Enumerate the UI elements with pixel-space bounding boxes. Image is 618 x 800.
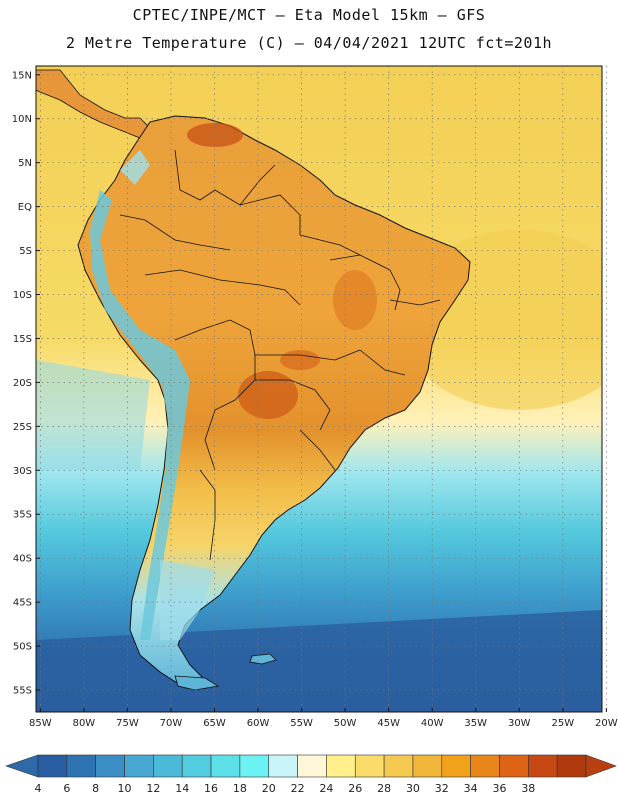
longitude-axis: 85W 80W 75W 70W 65W 60W 55W 50W 45W 40W 35W 30W 25W 2… (29, 708, 618, 729)
colorbar-swatch (556, 754, 587, 778)
lat-tick-label: 15N (12, 70, 32, 81)
colorbar-label: 12 (146, 782, 160, 795)
lon-tick-label: 75W (116, 718, 139, 729)
lat-tick-label: 15S (13, 334, 32, 345)
patagonia-cool (160, 560, 215, 640)
lat-tick-label: 5S (19, 246, 32, 257)
colorbar-label: 10 (118, 782, 132, 795)
colorbar-swatch (153, 754, 183, 778)
colorbar-label: 26 (348, 782, 362, 795)
lon-tick-label: 25W (552, 718, 575, 729)
colorbar-label: 18 (233, 782, 247, 795)
colorbar-label: 36 (492, 782, 506, 795)
lon-tick-label: 65W (203, 718, 226, 729)
lat-tick-label: 10S (13, 290, 32, 301)
colorbar-label: 38 (521, 782, 535, 795)
colorbar-label: 14 (175, 782, 189, 795)
hot-spot-cerrado (333, 270, 377, 330)
colorbar-swatch (441, 754, 471, 778)
hot-spot-venezuela (187, 123, 243, 147)
lat-tick-label: 20S (13, 378, 32, 389)
lat-tick-label: 45S (13, 598, 32, 609)
color-legend: 4 6 8 10 12 14 16 18 20 22 24 26 28 30 32 34 36 38 (5, 754, 617, 795)
colorbar-swatch (470, 754, 500, 778)
colorbar-swatch (181, 754, 212, 778)
colorbar-swatch (239, 754, 270, 778)
lat-tick-label: 50S (13, 642, 32, 653)
lat-tick-label: 30S (13, 466, 32, 477)
colorbar-swatch (297, 754, 327, 778)
tierra-del-fuego (174, 675, 220, 691)
plot-frame (35, 65, 603, 713)
colorbar-label: 34 (464, 782, 478, 795)
colorbar-label: 20 (262, 782, 276, 795)
colorbar-swatch (326, 754, 356, 778)
colorbar-swatch (412, 754, 443, 778)
lat-tick-label: 55S (13, 686, 32, 697)
colorbar-label: 22 (291, 782, 305, 795)
latitude-axis: 15N 10N 5N EQ 5S 10S 15S 20S 25S 30S 35S 40S 45S 50S 5… (12, 70, 40, 697)
colorbar-label: 28 (377, 782, 391, 795)
lat-tick-label: 35S (13, 510, 32, 521)
lon-tick-label: 45W (377, 718, 400, 729)
andes-cool-strip (90, 190, 190, 640)
lon-tick-label: 85W (29, 718, 52, 729)
map-subtitle: 2 Metre Temperature (C) – 04/04/2021 12U… (65, 34, 553, 52)
colorbar-swatch (383, 754, 414, 778)
colorbar-swatch (354, 754, 385, 778)
lon-tick-label: 70W (160, 718, 183, 729)
colorbar-swatch (124, 754, 154, 778)
colorbar-swatch (210, 754, 241, 778)
colorbar-label: 4 (35, 782, 42, 795)
hot-spot-pantanal (280, 350, 320, 370)
colorbar-swatch (268, 754, 298, 778)
lon-tick-label: 20W (595, 718, 618, 729)
colorbar-label: 6 (63, 782, 70, 795)
lat-tick-label: 5N (18, 158, 32, 169)
colorbar-label: 24 (319, 782, 333, 795)
lon-tick-label: 30W (508, 718, 531, 729)
map-title: CPTEC/INPE/MCT – Eta Model 15km – GFS (132, 6, 486, 24)
country-borders (119, 149, 441, 561)
lat-tick-label: 40S (13, 554, 32, 565)
colorbar-swatch (528, 754, 558, 778)
colorbar-low-arrow (5, 754, 39, 778)
lon-tick-label: 40W (421, 718, 444, 729)
lat-tick-label: 25S (13, 422, 32, 433)
pacific-cool-region (36, 360, 150, 470)
colorbar-label: 8 (92, 782, 99, 795)
colorbar-swatch (95, 754, 125, 778)
colorbar-label: 16 (204, 782, 218, 795)
graticule (36, 66, 607, 712)
colorbar-label: 32 (435, 782, 449, 795)
lon-tick-label: 80W (73, 718, 96, 729)
hot-spot-paraguay (238, 371, 298, 419)
lon-tick-label: 60W (247, 718, 270, 729)
lon-tick-label: 55W (290, 718, 313, 729)
lon-tick-label: 35W (464, 718, 487, 729)
colorbar-high-arrow (585, 754, 617, 778)
lat-tick-label: 10N (12, 114, 32, 125)
colorbar-swatch (37, 754, 68, 778)
colorbar-swatch (499, 754, 529, 778)
colorbar-swatch (66, 754, 96, 778)
falkland-islands (249, 653, 277, 665)
lat-tick-label: EQ (18, 202, 32, 213)
colorbar-label: 30 (406, 782, 420, 795)
lon-tick-label: 50W (334, 718, 357, 729)
